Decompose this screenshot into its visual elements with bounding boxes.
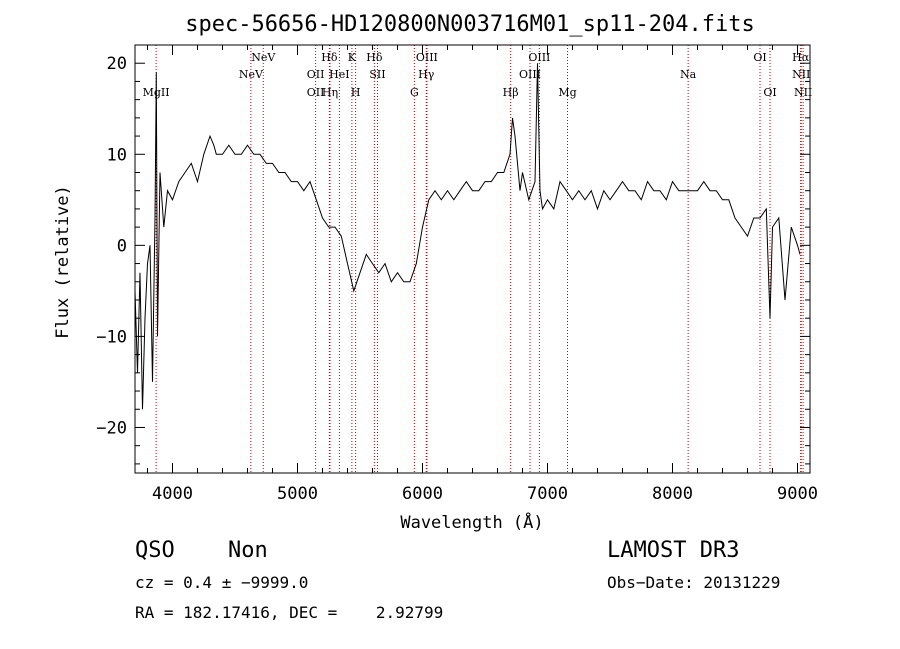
line-label: Hδ: [366, 51, 383, 64]
coords-label: RA = 182.17416, DEC = 2.92799: [135, 603, 444, 622]
line-label: OIII: [528, 51, 550, 64]
line-label: OIII: [416, 51, 438, 64]
line-label: NII: [794, 86, 812, 99]
line-label: NII: [792, 68, 810, 81]
cz-label: cz = 0.4 ± −9999.0: [135, 573, 309, 592]
line-label: Na: [680, 68, 697, 81]
line-label: OI: [753, 51, 766, 64]
survey-label: LAMOST DR3: [607, 538, 740, 563]
line-labels: MgIINeVNeVOIIOIIHδHηHeIKHHδSIIGHγOIIIHβO…: [143, 51, 813, 99]
line-label: OI: [763, 86, 776, 99]
y-axis-ticks: −20 −10 0 10 20: [96, 44, 810, 465]
line-label: NeV: [251, 51, 276, 64]
line-label: OII: [307, 86, 325, 99]
y-tick-label: 0: [117, 236, 127, 256]
y-tick-label: −10: [96, 327, 127, 347]
y-tick-label: 10: [107, 145, 127, 165]
line-label: OII: [307, 68, 325, 81]
line-label: HeI: [329, 68, 349, 81]
y-tick-label: −20: [96, 418, 127, 438]
line-label: OIII: [519, 68, 541, 81]
line-label: NeV: [239, 68, 264, 81]
line-label: Hα: [792, 51, 810, 64]
x-tick-label: 9000: [777, 484, 818, 504]
x-axis-ticks: 4000 5000 6000 7000 8000 9000: [147, 45, 818, 504]
class-label: QSO: [135, 538, 175, 563]
line-label: Hη: [322, 86, 338, 99]
x-tick-label: 6000: [402, 484, 443, 504]
x-axis-label: Wavelength (Å): [400, 511, 543, 533]
x-tick-label: 4000: [152, 484, 193, 504]
line-label: K: [348, 51, 357, 64]
line-label: H: [351, 86, 361, 99]
line-label: Hβ: [503, 86, 519, 99]
spectrum-chart: spec-56656-HD120800N003716M01_sp11-204.f…: [53, 12, 818, 533]
chart-title: spec-56656-HD120800N003716M01_sp11-204.f…: [185, 12, 755, 37]
line-label: Hδ: [321, 51, 338, 64]
plot-frame: [134, 44, 811, 474]
line-label: Hγ: [418, 68, 435, 81]
line-label: SII: [369, 68, 385, 81]
obs-date-label: Obs−Date: 20131229: [607, 573, 781, 592]
y-tick-label: 20: [107, 54, 127, 74]
x-tick-label: 5000: [277, 484, 318, 504]
line-label: G: [410, 86, 419, 99]
spectrum-line: [134, 63, 801, 410]
x-tick-label: 8000: [652, 484, 693, 504]
subclass-label: Non: [228, 538, 268, 563]
line-markers: [155, 45, 804, 473]
y-axis-label: Flux (relative): [53, 185, 73, 339]
line-label: Mg: [558, 86, 576, 99]
x-tick-label: 7000: [527, 484, 568, 504]
